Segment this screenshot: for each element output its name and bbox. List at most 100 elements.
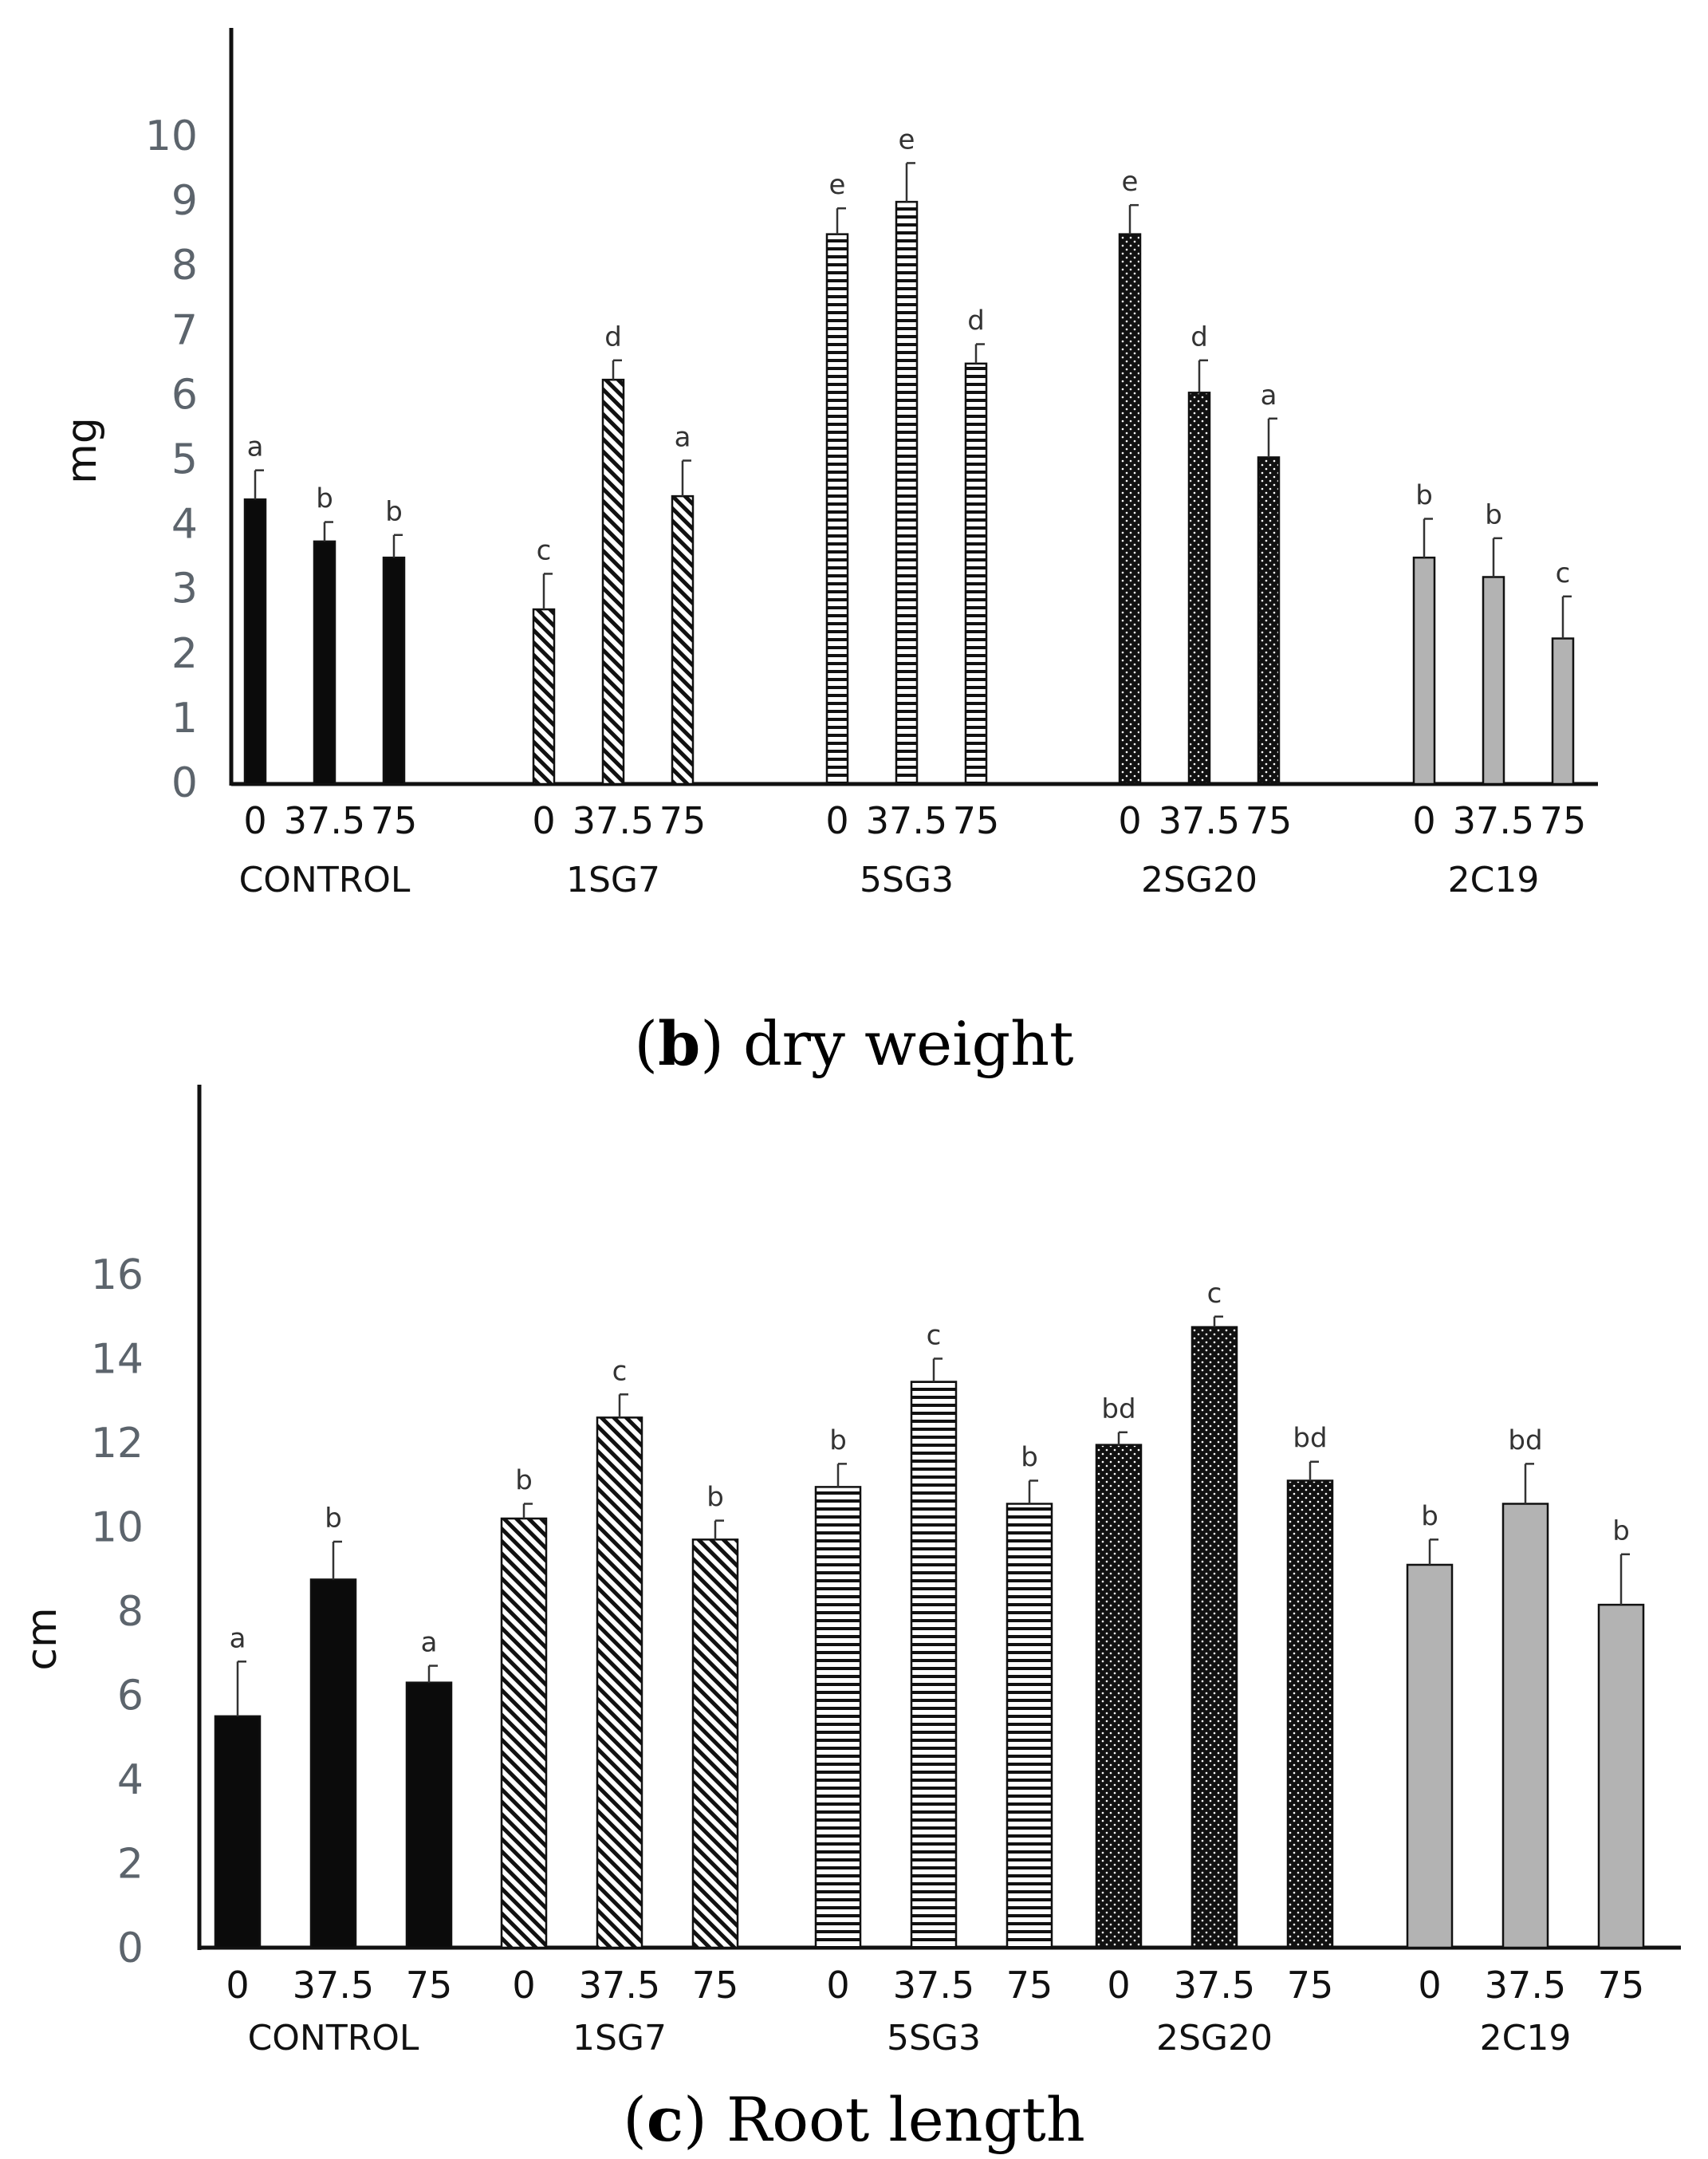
- y-tick-label: 10: [145, 112, 198, 160]
- root-length-chart: cm 0 2 4 6 8 10 12 14 16 a b a b c b b c b bd c bd b bd b 0 37.…: [18, 1085, 1681, 2155]
- bar: [214, 1715, 262, 1949]
- x-tick-label: 75: [1287, 1964, 1334, 2007]
- y-tick-label: 3: [171, 565, 198, 613]
- significance-letter: b: [515, 1464, 533, 1496]
- group-label: CONTROL: [248, 2018, 419, 2059]
- significance-letter: c: [1556, 557, 1571, 589]
- bar: [1597, 1603, 1645, 1949]
- x-tick-label: 37.5: [1174, 1964, 1255, 2007]
- significance-letter: d: [967, 305, 985, 337]
- x-tick-label: 0: [1118, 799, 1141, 842]
- group-label: 5SG3: [860, 860, 954, 900]
- bars: a b b c d a e e d e d a b b c: [243, 124, 1575, 786]
- y-tick-label: 8: [171, 242, 198, 290]
- bar: [1286, 1479, 1334, 1949]
- y-tick-label: 8: [117, 1588, 144, 1636]
- x-tick-label: 0: [512, 1964, 535, 2007]
- y-tick-label: 1: [171, 695, 198, 743]
- y-axis-label: cm: [18, 1607, 66, 1670]
- bars: a b a b c b b c b bd c bd b bd b: [214, 1278, 1645, 1949]
- y-tick-label: 4: [171, 501, 198, 549]
- significance-letter: a: [247, 431, 264, 463]
- y-tick-label: 0: [117, 1925, 144, 1972]
- bar: [1412, 556, 1436, 786]
- x-tick-label: 0: [1107, 1964, 1130, 2007]
- y-tick-labels: 0 1 2 3 4 5 6 7 8 9 10: [145, 112, 198, 807]
- x-tick-label: 37.5: [1485, 1964, 1566, 2007]
- significance-letter: c: [927, 1320, 942, 1352]
- x-tick-label: 37.5: [1159, 799, 1240, 842]
- x-tick-label: 75: [371, 799, 418, 842]
- y-tick-label: 14: [91, 1336, 144, 1384]
- x-tick-label: 37.5: [293, 1964, 374, 2007]
- bar: [895, 200, 919, 786]
- caption-dry-weight: (b) dry weight: [634, 1008, 1073, 1079]
- x-tick-label: 37.5: [579, 1964, 660, 2007]
- significance-letter: d: [604, 321, 622, 353]
- x-tick-label: 37.5: [1453, 799, 1534, 842]
- y-tick-label: 7: [171, 306, 198, 354]
- y-tick-labels: 0 2 4 6 8 10 12 14 16: [91, 1251, 144, 1972]
- group-label: 1SG7: [566, 860, 660, 900]
- significance-letter: e: [899, 124, 915, 156]
- bar: [1118, 233, 1142, 786]
- x-tick-label: 75: [1598, 1964, 1645, 2007]
- group-label: 1SG7: [573, 2018, 667, 2059]
- significance-letter: a: [421, 1627, 438, 1659]
- x-tick-label: 37.5: [893, 1964, 974, 2007]
- group-label: 5SG3: [887, 2018, 981, 2059]
- y-tick-label: 10: [91, 1504, 144, 1552]
- bar: [405, 1681, 453, 1949]
- bar: [671, 494, 695, 786]
- bar: [601, 378, 625, 786]
- bar: [910, 1381, 958, 1949]
- group-label: 2C19: [1448, 860, 1540, 900]
- x-tick-label: 0: [532, 799, 555, 842]
- y-tick-label: 2: [117, 1841, 144, 1889]
- bar: [1190, 1326, 1238, 1949]
- bar: [814, 1486, 862, 1949]
- x-tick-label: 0: [226, 1964, 249, 2007]
- bar: [382, 556, 406, 786]
- significance-letter: bd: [1508, 1424, 1542, 1456]
- y-tick-label: 2: [171, 630, 198, 678]
- x-tick-label: 75: [1540, 799, 1587, 842]
- x-tick-label: 75: [953, 799, 1000, 842]
- bar: [964, 362, 988, 786]
- y-tick-label: 5: [171, 436, 198, 484]
- bar: [1187, 392, 1211, 786]
- y-axis-label: mg: [58, 417, 106, 484]
- significance-letter: b: [829, 1424, 847, 1456]
- bar: [1095, 1444, 1143, 1949]
- significance-letter: b: [1415, 479, 1433, 511]
- y-tick-label: 6: [171, 371, 198, 419]
- x-tick-label: 75: [692, 1964, 739, 2007]
- group-label: 2C19: [1480, 2018, 1572, 2059]
- x-tick-label: 75: [406, 1964, 453, 2007]
- significance-letter: bd: [1101, 1393, 1135, 1425]
- x-tick-label: 75: [659, 799, 706, 842]
- y-tick-label: 9: [171, 177, 198, 225]
- significance-letter: b: [1485, 499, 1502, 531]
- y-tick-label: 4: [117, 1756, 144, 1804]
- significance-letter: b: [1612, 1515, 1630, 1547]
- significance-letter: b: [706, 1482, 724, 1514]
- bar: [825, 233, 849, 786]
- y-tick-label: 6: [117, 1672, 144, 1720]
- significance-letter: a: [1261, 380, 1277, 412]
- x-tick-label: 0: [243, 799, 266, 842]
- significance-letter: b: [316, 483, 333, 515]
- caption-root-length: (c) Root length: [623, 2084, 1085, 2155]
- x-tick-label: 0: [1412, 799, 1435, 842]
- bar: [309, 1578, 357, 1949]
- x-tick-label: 0: [826, 1964, 849, 2007]
- bar: [532, 608, 556, 786]
- bar: [1257, 456, 1281, 786]
- y-tick-label: 0: [171, 759, 198, 807]
- significance-letter: b: [1421, 1500, 1438, 1532]
- bar: [1482, 576, 1505, 786]
- y-tick-label: 12: [91, 1420, 144, 1468]
